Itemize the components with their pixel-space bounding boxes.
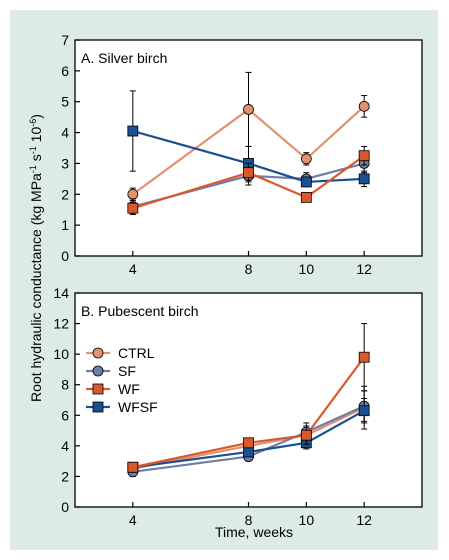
y-tick-label-a-6: 6	[61, 63, 69, 79]
legend-label-sf: SF	[118, 363, 136, 379]
series-wf-a	[127, 145, 370, 215]
y-tick-label-a-2: 2	[61, 186, 69, 202]
data-point-wfsf-a-3	[358, 173, 370, 185]
data-point-ctrl-a-3	[358, 100, 370, 112]
data-point-ctrl-a-0	[127, 188, 139, 200]
y-axis-label-mid: s	[28, 154, 44, 165]
data-point-wf-b-3	[358, 351, 370, 363]
data-point-wf-a-1	[243, 167, 254, 179]
y-tick-label-b-3: 6	[61, 407, 69, 423]
legend-item-wfsf: WFSF	[86, 399, 158, 415]
x-tick-label-b-0: 4	[129, 512, 137, 528]
panel-b-pubescent-birch: 0 2 4 6 8 10 12 14 4 8 10 12 B. Pubescent birch	[53, 285, 423, 528]
y-tick-label-a-7: 7	[61, 32, 69, 48]
y-axis-label: Root hydraulic conductance (kg MPa-1 s-1…	[28, 114, 44, 402]
legend: CTRL SF WF WFSF	[86, 345, 158, 415]
y-tick-label-b-5: 10	[53, 346, 69, 362]
series-line-ctrl-a	[132, 105, 365, 196]
data-point-wf-a-2	[300, 191, 312, 203]
y-axis-label-tail: 10	[28, 127, 44, 147]
series-line-wf-b	[132, 356, 366, 469]
series-line-wf-a	[132, 154, 365, 210]
data-point-wf-a-0	[127, 202, 139, 214]
legend-label-wfsf: WFSF	[118, 399, 158, 415]
series-line-sf-b	[132, 405, 365, 473]
legend-label-ctrl: CTRL	[118, 345, 155, 361]
y-axis-label-end: )	[28, 114, 44, 119]
data-point-ctrl-a-2	[300, 153, 312, 165]
data-point-wfsf-a-0	[127, 125, 139, 137]
y-tick-label-a-0: 0	[61, 248, 69, 264]
panel-title-b: B. Pubescent birch	[81, 303, 199, 319]
x-tick-label-a-3: 12	[356, 261, 372, 277]
y-tick-label-b-7: 14	[53, 285, 69, 301]
y-tick-label-b-4: 8	[61, 377, 69, 393]
y-axis-label-main: Root hydraulic conductance (kg MPa	[28, 173, 44, 402]
x-tick-label-b-1: 8	[245, 512, 253, 528]
legend-item-wf: WF	[86, 381, 140, 397]
figure-panel: 0 1 2 3 4 5 6 7 4 8 10 12 A. Silver birch 0 2 4 6 8 10 12 1…	[10, 10, 438, 550]
series-line-wfsf-b	[132, 409, 365, 469]
legend-marker-wfsf	[92, 401, 104, 413]
y-tick-label-b-1: 2	[61, 468, 69, 484]
y-tick-label-a-5: 5	[61, 94, 69, 110]
y-tick-label-a-1: 1	[61, 217, 69, 233]
y-tick-label-b-6: 12	[53, 316, 69, 332]
data-point-wf-b-2	[300, 429, 312, 441]
x-tick-label-a-1: 8	[245, 261, 253, 277]
y-tick-label-a-3: 3	[61, 155, 69, 171]
data-point-wf-b-1	[243, 437, 254, 449]
data-point-wfsf-b-3	[358, 405, 370, 417]
y-tick-label-a-4: 4	[61, 125, 69, 141]
y-axis-label-sup2: -1	[28, 146, 38, 154]
x-tick-label-b-2: 10	[299, 512, 315, 528]
legend-marker-sf	[92, 365, 104, 377]
panel-title-a: A. Silver birch	[81, 50, 167, 66]
y-tick-label-b-0: 0	[61, 499, 69, 515]
data-point-wfsf-b-1	[243, 446, 254, 458]
legend-label-wf: WF	[118, 381, 140, 397]
y-tick-label-b-2: 4	[61, 438, 69, 454]
data-point-ctrl-a-1	[243, 104, 254, 115]
legend-marker-wf	[92, 383, 104, 395]
legend-item-ctrl: CTRL	[86, 345, 155, 361]
data-point-wf-b-0	[127, 461, 139, 473]
legend-marker-ctrl	[92, 347, 104, 359]
x-axis-label: Time, weeks	[215, 524, 293, 540]
data-point-wf-a-3	[358, 150, 370, 162]
series-wf-b	[127, 323, 370, 473]
legend-item-sf: SF	[86, 363, 136, 379]
series-line-wfsf-a	[132, 129, 365, 184]
x-tick-label-a-0: 4	[129, 261, 137, 277]
series-line-ctrl-b	[132, 406, 365, 470]
y-axis-label-sup1: -1	[28, 165, 38, 173]
y-axis-label-sup3: -6	[28, 119, 38, 127]
x-tick-label-b-3: 12	[356, 512, 372, 528]
x-tick-label-a-2: 10	[299, 261, 315, 277]
data-point-wfsf-a-2	[300, 176, 312, 188]
